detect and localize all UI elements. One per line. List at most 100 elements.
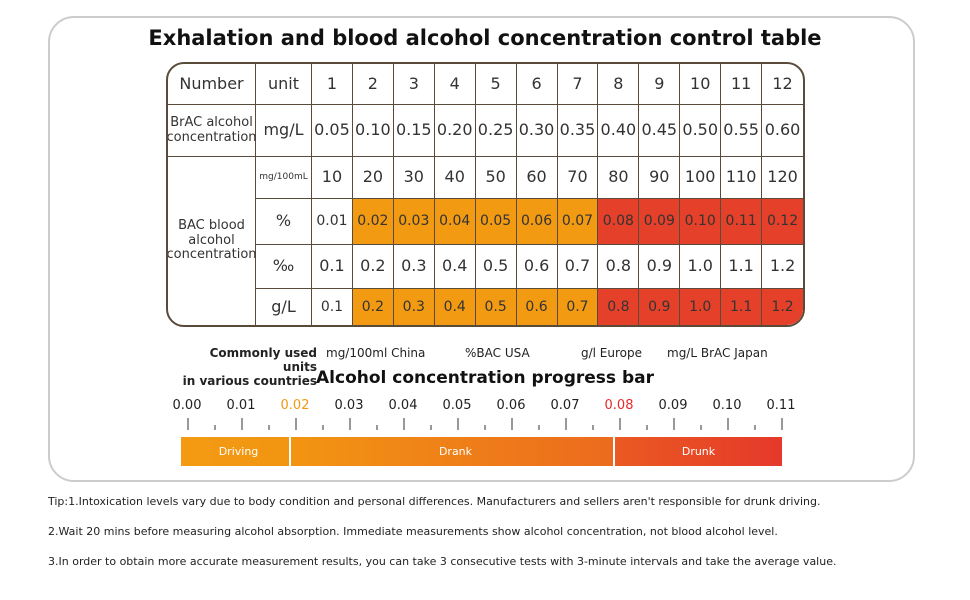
- minor-tick-mark: [376, 425, 378, 430]
- bac-value: 0.8: [598, 289, 640, 325]
- tick-label: 0.09: [658, 398, 688, 413]
- header-col: 1: [312, 64, 353, 105]
- bac-value: 1.0: [680, 245, 722, 289]
- bac-value: 20: [352, 157, 394, 199]
- minor-tick-mark: [754, 425, 756, 430]
- tick-mark: [673, 418, 675, 430]
- bac-value: 0.9: [639, 245, 681, 289]
- minor-tick-mark: [592, 425, 594, 430]
- header-unit: unit: [256, 64, 312, 105]
- bac-value: 1.1: [721, 245, 763, 289]
- brac-value: 0.55: [721, 105, 763, 157]
- unit-china: mg/100ml China: [326, 346, 426, 360]
- tick-mark: [727, 418, 729, 430]
- brac-label: BrAC alcohol concentration: [168, 105, 257, 157]
- unit-usa: %BAC USA: [465, 346, 530, 360]
- header-col: 11: [721, 64, 763, 105]
- bac-value: 0.01: [312, 199, 353, 245]
- brac-value: 0.25: [475, 105, 517, 157]
- progress-title: Alcohol concentration progress bar: [316, 368, 654, 388]
- bac-value: 0.04: [434, 199, 476, 245]
- bac-value: 0.7: [557, 245, 599, 289]
- header-col: 6: [516, 64, 558, 105]
- brac-value: 0.60: [762, 105, 803, 157]
- minor-tick-mark: [700, 425, 702, 430]
- tip-1: Tip:1.Intoxication levels vary due to bo…: [48, 495, 821, 508]
- bac-value: 90: [639, 157, 681, 199]
- header-col: 10: [680, 64, 722, 105]
- bac-value: 70: [557, 157, 599, 199]
- brac-value: 0.05: [312, 105, 353, 157]
- bac-value: 0.7: [557, 289, 599, 325]
- bac-value: 1.2: [762, 289, 803, 325]
- bac-value: 0.2: [352, 245, 394, 289]
- tick-label: 0.00: [172, 398, 202, 413]
- bac-unit: ‰: [256, 245, 312, 289]
- header-number: Number: [168, 64, 256, 105]
- bac-value: 0.4: [434, 289, 476, 325]
- bac-value: 0.3: [393, 245, 435, 289]
- bac-value: 0.1: [312, 289, 353, 325]
- bac-value: 40: [434, 157, 476, 199]
- bac-value: 0.05: [475, 199, 517, 245]
- tick-mark: [457, 418, 459, 430]
- tip-3: 3.In order to obtain more accurate measu…: [48, 555, 837, 568]
- bac-value: 0.11: [721, 199, 763, 245]
- bac-value: 120: [762, 157, 803, 199]
- bac-value: 30: [393, 157, 435, 199]
- bac-value: 0.12: [762, 199, 803, 245]
- brac-value: 0.15: [393, 105, 435, 157]
- tick-mark: [349, 418, 351, 430]
- brac-value: 0.45: [639, 105, 681, 157]
- units-label-line1: Commonly used units: [209, 346, 317, 374]
- unit-europe: g/l Europe: [581, 346, 643, 360]
- bac-value: 1.0: [680, 289, 722, 325]
- tick-label: 0.06: [496, 398, 526, 413]
- tick-label: 0.03: [334, 398, 364, 413]
- bac-value: 0.08: [598, 199, 640, 245]
- tick-mark: [187, 418, 189, 430]
- segment-drunk: Drunk: [613, 437, 782, 466]
- bac-value: 10: [312, 157, 353, 199]
- bac-value: 0.10: [680, 199, 722, 245]
- bac-label: BAC blood alcohol concentration: [168, 157, 257, 325]
- tick-mark: [781, 418, 783, 430]
- bac-value: 0.5: [475, 245, 517, 289]
- tick-mark: [403, 418, 405, 430]
- minor-tick-mark: [214, 425, 216, 430]
- bac-value: 0.6: [516, 289, 558, 325]
- bac-value: 0.03: [393, 199, 435, 245]
- header-col: 4: [434, 64, 476, 105]
- tick-label: 0.10: [712, 398, 742, 413]
- tick-label: 0.07: [550, 398, 580, 413]
- content-frame: [48, 16, 915, 482]
- brac-value: 0.40: [598, 105, 640, 157]
- brac-value: 0.20: [434, 105, 476, 157]
- header-col: 2: [352, 64, 394, 105]
- minor-tick-mark: [268, 425, 270, 430]
- segment-driving: Driving: [181, 437, 296, 466]
- bac-value: 0.3: [393, 289, 435, 325]
- segment-drank: Drank: [289, 437, 620, 466]
- tick-label: 0.02: [280, 398, 310, 413]
- header-col: 7: [557, 64, 599, 105]
- brac-unit: mg/L: [256, 105, 312, 157]
- bac-value: 0.06: [516, 199, 558, 245]
- bac-value: 60: [516, 157, 558, 199]
- tick-mark: [295, 418, 297, 430]
- bac-value: 50: [475, 157, 517, 199]
- units-label: Commonly used units in various countries: [176, 346, 317, 388]
- tick-label: 0.11: [766, 398, 796, 413]
- bac-value: 0.2: [352, 289, 394, 325]
- bac-value: 110: [721, 157, 763, 199]
- units-label-line2: in various countries: [182, 374, 317, 388]
- tick-label: 0.04: [388, 398, 418, 413]
- header-col: 3: [393, 64, 435, 105]
- bac-value: 0.9: [639, 289, 681, 325]
- bac-value: 0.09: [639, 199, 681, 245]
- bac-value: 1.1: [721, 289, 763, 325]
- header-col: 12: [762, 64, 803, 105]
- conversion-table: Number unit 1 2 3 4 5 6 7 8 9 10 11 12 BrAC alcohol co…: [166, 62, 805, 327]
- tick-mark: [565, 418, 567, 430]
- tip-2: 2.Wait 20 mins before measuring alcohol …: [48, 525, 778, 538]
